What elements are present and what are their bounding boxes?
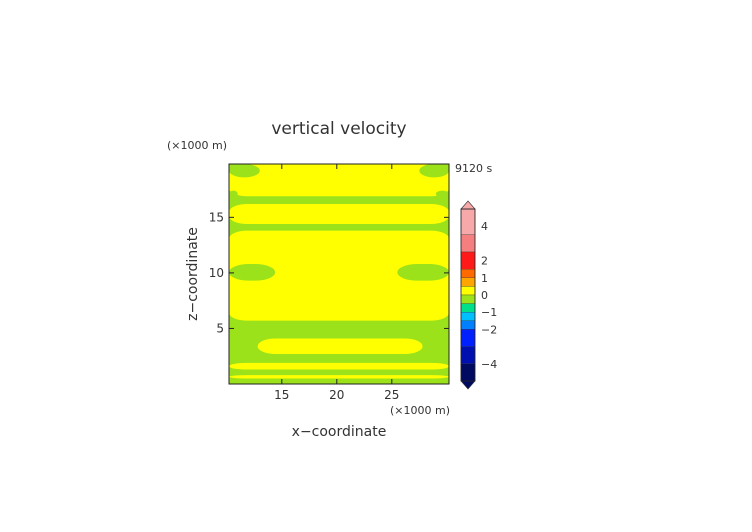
x-tick-label: 25 (384, 388, 399, 402)
plot-area (228, 163, 450, 385)
colorbar-level (460, 312, 476, 321)
colorbar: 4 2 1 0 −1 −2 −4 (460, 200, 497, 390)
colorbar-level (460, 251, 476, 270)
chart-title: vertical velocity (271, 119, 406, 139)
colorbar-level (460, 234, 476, 253)
downdraft-region (229, 322, 244, 334)
colorbar-level (460, 363, 476, 382)
colorbar-tick-label: −2 (481, 323, 497, 336)
colorbar-frame (460, 208, 476, 382)
colorbar-tick-label: 4 (481, 220, 488, 233)
colorbar-level (460, 303, 476, 313)
colorbar-tick-label: 1 (481, 272, 488, 285)
updraft-region (229, 230, 449, 321)
x-axis: 15 20 25 (274, 164, 399, 402)
colorbar-tick-label: 2 (481, 255, 488, 268)
y-tick-label: 10 (209, 266, 224, 280)
y-unit-label: (×1000 m) (167, 139, 227, 152)
downdraft-region (433, 322, 449, 334)
colorbar-level (460, 346, 476, 364)
downdraft-region (397, 264, 449, 281)
updraft-region (229, 204, 449, 224)
colorbar-level (460, 269, 476, 278)
y-axis: 5 10 15 (209, 210, 449, 335)
colorbar-level (460, 320, 476, 330)
colorbar-max-extension (460, 200, 476, 210)
y-tick-label: 15 (209, 210, 224, 224)
downdraft-region (435, 190, 449, 198)
colorbar-level (460, 294, 476, 304)
downdraft-region (419, 164, 449, 178)
colorbar-min-extension (460, 380, 476, 390)
x-axis-label: x−coordinate (292, 424, 387, 440)
colorbar-tick-label: 0 (481, 289, 488, 302)
x-tick-label: 15 (274, 388, 289, 402)
downdraft-region (229, 164, 260, 178)
plot-frame (228, 163, 450, 385)
downdraft-region (229, 264, 276, 281)
colorbar-level (460, 329, 476, 347)
updraft-region (229, 362, 449, 370)
x-tick-label: 20 (329, 388, 344, 402)
colorbar-level (460, 277, 476, 287)
y-tick-label: 5 (216, 321, 224, 335)
colorbar-tick-label: −1 (481, 306, 497, 319)
x-unit-label: (×1000 m) (390, 404, 450, 417)
colorbar-tick-label: −4 (481, 358, 497, 371)
updraft-region (229, 375, 449, 379)
updraft-region (229, 164, 449, 197)
updraft-region (257, 338, 423, 354)
downdraft-region (229, 190, 238, 198)
y-axis-label: z−coordinate (185, 227, 201, 321)
colorbar-level (460, 286, 476, 296)
colorbar-level (460, 208, 476, 235)
time-label: 9120 s (455, 162, 492, 175)
